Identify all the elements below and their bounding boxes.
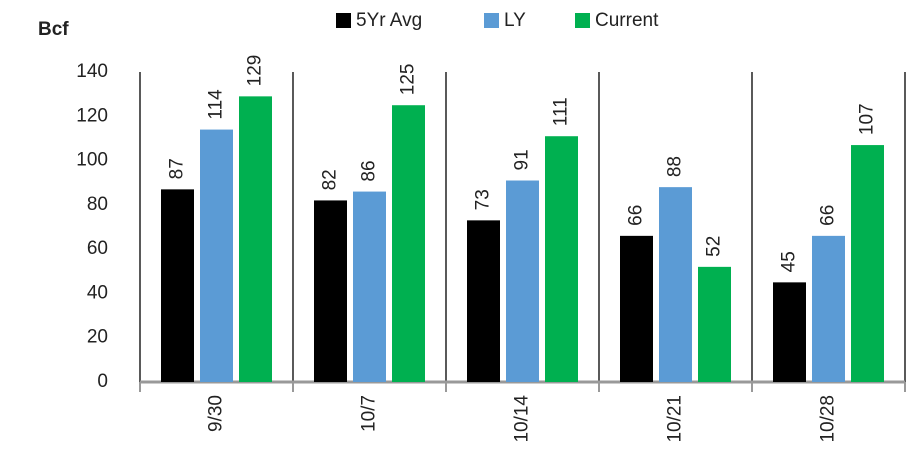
data-label: 111 (551, 97, 572, 126)
data-label: 125 (398, 64, 419, 96)
bar (545, 136, 578, 382)
x-tick-label: 10/28 (818, 395, 839, 443)
bar (851, 145, 884, 382)
data-label: 107 (857, 103, 878, 135)
bar (659, 187, 692, 382)
data-label: 73 (473, 189, 494, 210)
y-tick-label: 60 (87, 238, 108, 259)
data-label: 82 (320, 169, 341, 190)
bar (620, 235, 653, 382)
data-label: 129 (245, 55, 266, 87)
data-label: 45 (779, 251, 800, 272)
y-axis-label: Bcf (38, 19, 69, 40)
data-label: 66 (818, 205, 839, 226)
bar (353, 191, 386, 382)
bar (773, 282, 806, 382)
bar (314, 200, 347, 382)
y-tick-label: 100 (76, 150, 108, 171)
y-tick-label: 80 (87, 194, 108, 215)
legend-swatch (336, 13, 351, 28)
legend-label: Current (595, 10, 659, 31)
bar (239, 96, 272, 382)
legend-swatch (484, 13, 499, 28)
bar (698, 266, 731, 382)
bar (161, 189, 194, 382)
data-label: 52 (704, 236, 725, 257)
bar (506, 180, 539, 382)
data-label: 88 (665, 156, 686, 177)
bar (200, 129, 233, 382)
data-label: 87 (167, 158, 188, 179)
y-tick-label: 20 (87, 327, 108, 348)
data-label: 66 (626, 205, 647, 226)
data-label: 114 (206, 89, 227, 120)
y-tick-label: 0 (97, 371, 108, 392)
legend-label: LY (504, 10, 526, 31)
y-tick-label: 140 (76, 61, 108, 82)
data-label: 86 (359, 160, 380, 181)
x-tick-label: 9/30 (206, 395, 227, 432)
x-tick-label: 10/14 (512, 395, 533, 443)
bar (467, 220, 500, 382)
data-label: 91 (512, 149, 533, 170)
x-tick-label: 10/7 (359, 395, 380, 432)
legend-label: 5Yr Avg (356, 10, 422, 31)
legend-swatch (575, 13, 590, 28)
bar (812, 235, 845, 382)
y-tick-label: 120 (76, 105, 108, 126)
bar (392, 105, 425, 382)
x-tick-label: 10/21 (665, 395, 686, 443)
y-tick-label: 40 (87, 282, 108, 303)
